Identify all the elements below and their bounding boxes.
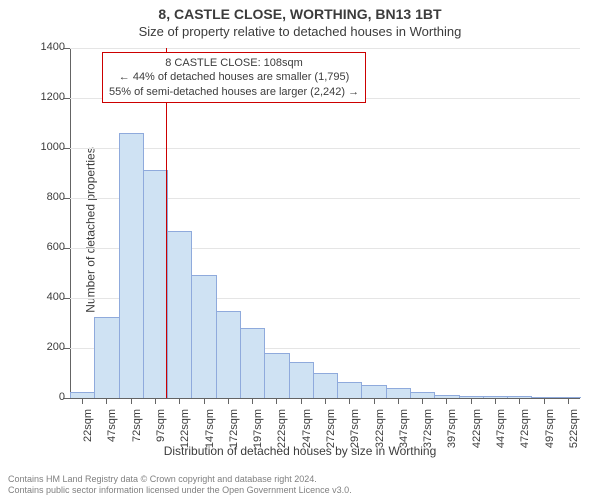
annotation-box: 8 CASTLE CLOSE: 108sqm ← 44% of detached… (102, 52, 366, 103)
chart-subtitle: Size of property relative to detached ho… (0, 24, 600, 39)
footer-line1: Contains HM Land Registry data © Crown c… (8, 474, 352, 485)
histogram-bar (143, 170, 168, 399)
x-tick-mark (568, 398, 569, 404)
y-tick-label: 0 (25, 391, 65, 403)
x-tick-mark (301, 398, 302, 404)
x-tick-mark (155, 398, 156, 404)
grid-line (70, 148, 580, 149)
x-tick-mark (349, 398, 350, 404)
x-axis-label: Distribution of detached houses by size … (0, 444, 600, 458)
x-tick-mark (204, 398, 205, 404)
footer-line2: Contains public sector information licen… (8, 485, 352, 496)
footer-attribution: Contains HM Land Registry data © Crown c… (8, 474, 352, 496)
x-tick-mark (276, 398, 277, 404)
histogram-bar (386, 388, 411, 398)
histogram-bar (94, 317, 119, 398)
histogram-bar (264, 353, 289, 398)
x-tick-mark (228, 398, 229, 404)
x-tick-mark (131, 398, 132, 404)
annotation-line2: ← 44% of detached houses are smaller (1,… (109, 70, 359, 84)
x-tick-mark (519, 398, 520, 404)
annotation-line3: 55% of semi-detached houses are larger (… (109, 85, 359, 99)
y-tick-label: 200 (25, 341, 65, 353)
x-tick-mark (179, 398, 180, 404)
histogram-bar (119, 133, 144, 398)
histogram-bar (361, 385, 386, 399)
histogram-bar (337, 382, 362, 398)
grid-line (70, 48, 580, 49)
histogram-bar (313, 373, 338, 398)
histogram-bar (216, 311, 241, 398)
histogram-bar (191, 275, 216, 399)
x-tick-mark (325, 398, 326, 404)
x-tick-mark (374, 398, 375, 404)
histogram-bar (167, 231, 192, 398)
x-tick-mark (544, 398, 545, 404)
x-tick-mark (422, 398, 423, 404)
y-tick-label: 400 (25, 291, 65, 303)
x-tick-mark (252, 398, 253, 404)
chart-container: { "title_main": "8, CASTLE CLOSE, WORTHI… (0, 0, 600, 500)
y-tick-label: 800 (25, 191, 65, 203)
x-tick-mark (82, 398, 83, 404)
chart-title: 8, CASTLE CLOSE, WORTHING, BN13 1BT (0, 6, 600, 22)
y-tick-label: 600 (25, 241, 65, 253)
x-tick-mark (398, 398, 399, 404)
x-tick-mark (446, 398, 447, 404)
x-tick-mark (495, 398, 496, 404)
y-tick-label: 1200 (25, 91, 65, 103)
x-tick-mark (471, 398, 472, 404)
annotation-line1: 8 CASTLE CLOSE: 108sqm (109, 56, 359, 70)
histogram-bar (289, 362, 314, 398)
histogram-bar (240, 328, 265, 398)
y-tick-label: 1400 (25, 41, 65, 53)
x-tick-mark (106, 398, 107, 404)
y-tick-label: 1000 (25, 141, 65, 153)
